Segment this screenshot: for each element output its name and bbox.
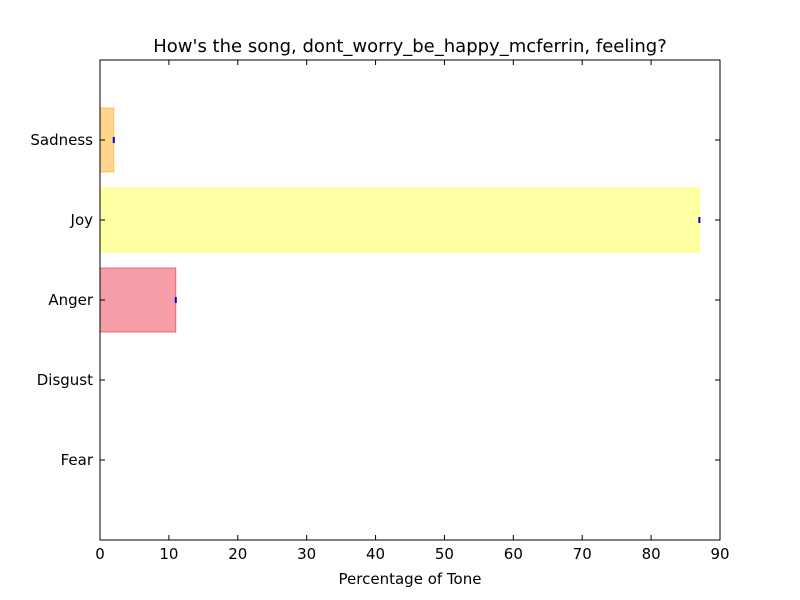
y-tick-label-sadness: Sadness: [30, 131, 93, 149]
plot-area: [100, 60, 720, 540]
y-tick-label-fear: Fear: [61, 451, 94, 469]
bar-joy: [99, 187, 700, 253]
x-tick-label-70: 70: [573, 545, 592, 563]
y-tick-label-anger: Anger: [48, 291, 94, 309]
y-tick-label-disgust: Disgust: [37, 371, 93, 389]
x-tick-label-10: 10: [159, 545, 178, 563]
x-tick-label-90: 90: [710, 545, 729, 563]
x-tick-label-30: 30: [297, 545, 316, 563]
x-axis-ticks: 0 10 20 30 40 50 60 70 80 90: [95, 60, 730, 563]
x-tick-label-80: 80: [642, 545, 661, 563]
x-tick-label-20: 20: [228, 545, 247, 563]
x-tick-label-0: 0: [95, 545, 105, 563]
y-axis-ticks: Fear Disgust Anger Joy Sadness: [30, 131, 720, 469]
x-tick-label-60: 60: [504, 545, 523, 563]
bars-group: [99, 107, 701, 333]
bar-anger: [99, 267, 177, 333]
x-axis-label: Percentage of Tone: [338, 570, 482, 588]
x-tick-label-50: 50: [435, 545, 454, 563]
y-tick-label-joy: Joy: [70, 211, 94, 229]
chart-title: How's the song, dont_worry_be_happy_mcfe…: [153, 36, 667, 57]
plot-frame: [99, 59, 721, 541]
x-tick-label-40: 40: [366, 545, 385, 563]
